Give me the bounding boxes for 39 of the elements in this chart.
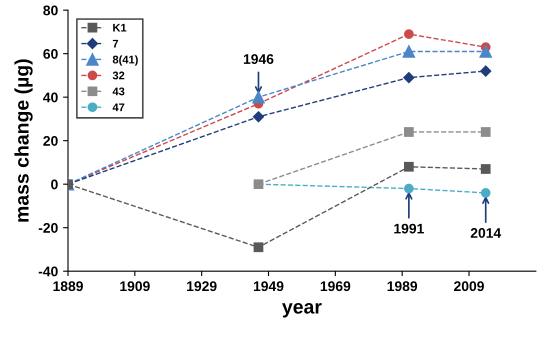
point bbox=[480, 65, 492, 77]
x-tick-label: 2009 bbox=[454, 281, 484, 292]
point bbox=[404, 162, 414, 172]
legend-label: 47 bbox=[112, 103, 124, 112]
x-axis-title: year bbox=[282, 303, 322, 318]
point bbox=[252, 111, 264, 122]
y-tick-label: 0 bbox=[51, 180, 58, 190]
annotation: 1946 bbox=[244, 54, 274, 64]
y-tick-label: 80 bbox=[43, 6, 58, 16]
legend-label: 8(41) bbox=[112, 55, 138, 66]
y-tick-label: 40 bbox=[43, 92, 58, 102]
legend-label: 32 bbox=[112, 72, 124, 80]
y-axis-title: mass change (µg) bbox=[14, 59, 33, 222]
x-tick-label: 1909 bbox=[120, 281, 150, 292]
x-tick-label: 1949 bbox=[254, 281, 284, 292]
legend-label: K1 bbox=[113, 24, 126, 32]
point bbox=[479, 45, 492, 58]
annotation: 1991 bbox=[394, 224, 424, 234]
point bbox=[480, 188, 491, 198]
y-tick-label: -20 bbox=[38, 223, 58, 233]
annotation: 2014 bbox=[470, 228, 502, 238]
x-tick-label: 1889 bbox=[53, 281, 83, 292]
legend-label: 43 bbox=[112, 87, 124, 96]
point bbox=[480, 164, 491, 174]
point bbox=[252, 90, 265, 104]
point bbox=[404, 184, 414, 194]
point bbox=[404, 29, 414, 39]
x-tick-label: 1929 bbox=[187, 281, 217, 292]
y-tick-label: 20 bbox=[43, 136, 58, 146]
x-tick-label: 1969 bbox=[320, 281, 350, 292]
y-tick-label: 60 bbox=[43, 49, 58, 59]
point bbox=[254, 242, 264, 252]
x-tick-label: 1989 bbox=[388, 281, 418, 292]
point bbox=[480, 127, 491, 137]
y-tick-label: -40 bbox=[38, 266, 58, 276]
legend-label: 7 bbox=[112, 40, 118, 48]
point bbox=[404, 127, 414, 137]
point bbox=[402, 45, 416, 58]
point bbox=[403, 72, 414, 84]
